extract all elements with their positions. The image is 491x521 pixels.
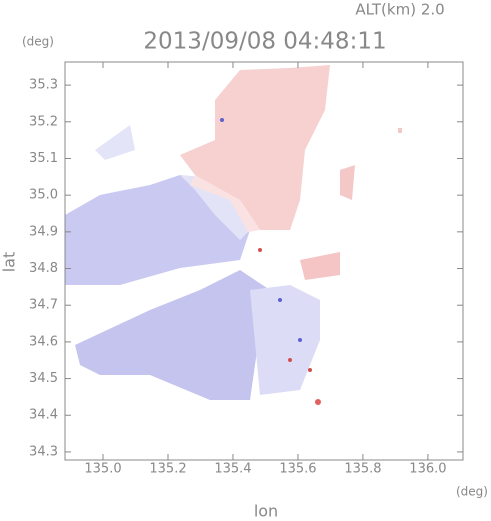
y-tick-label: 35.0 xyxy=(29,188,58,203)
y-tick-label: 34.9 xyxy=(29,224,58,239)
y-tick-label: 35.2 xyxy=(29,114,58,129)
x-tick-label: 136.0 xyxy=(409,462,446,477)
y-unit: (deg) xyxy=(22,35,54,49)
x-tick-label: 135.0 xyxy=(84,462,121,477)
y-axis-label: lat xyxy=(0,252,19,273)
x-tick-label: 135.6 xyxy=(279,462,316,477)
x-tick-label: 135.4 xyxy=(214,462,251,477)
plot-frame xyxy=(64,61,464,461)
chart-title: 2013/09/08 04:48:11 xyxy=(143,29,386,55)
y-tick-label: 34.8 xyxy=(29,261,58,276)
y-tick-label: 34.5 xyxy=(29,371,58,386)
y-tick-label: 34.6 xyxy=(29,334,58,349)
y-tick-label: 35.1 xyxy=(29,151,58,166)
y-tick-label: 35.3 xyxy=(29,78,58,93)
velocity-field xyxy=(65,65,402,405)
x-tick-label: 135.2 xyxy=(149,462,186,477)
subtitle: ALT(km) 2.0 xyxy=(355,1,444,19)
y-tick-label: 34.7 xyxy=(29,298,58,313)
y-tick-label: 34.4 xyxy=(29,408,58,423)
x-tick-label: 135.8 xyxy=(344,462,381,477)
y-tick-label: 34.3 xyxy=(29,444,58,459)
x-axis-label: lon xyxy=(254,502,278,521)
x-unit: (deg) xyxy=(456,485,488,499)
